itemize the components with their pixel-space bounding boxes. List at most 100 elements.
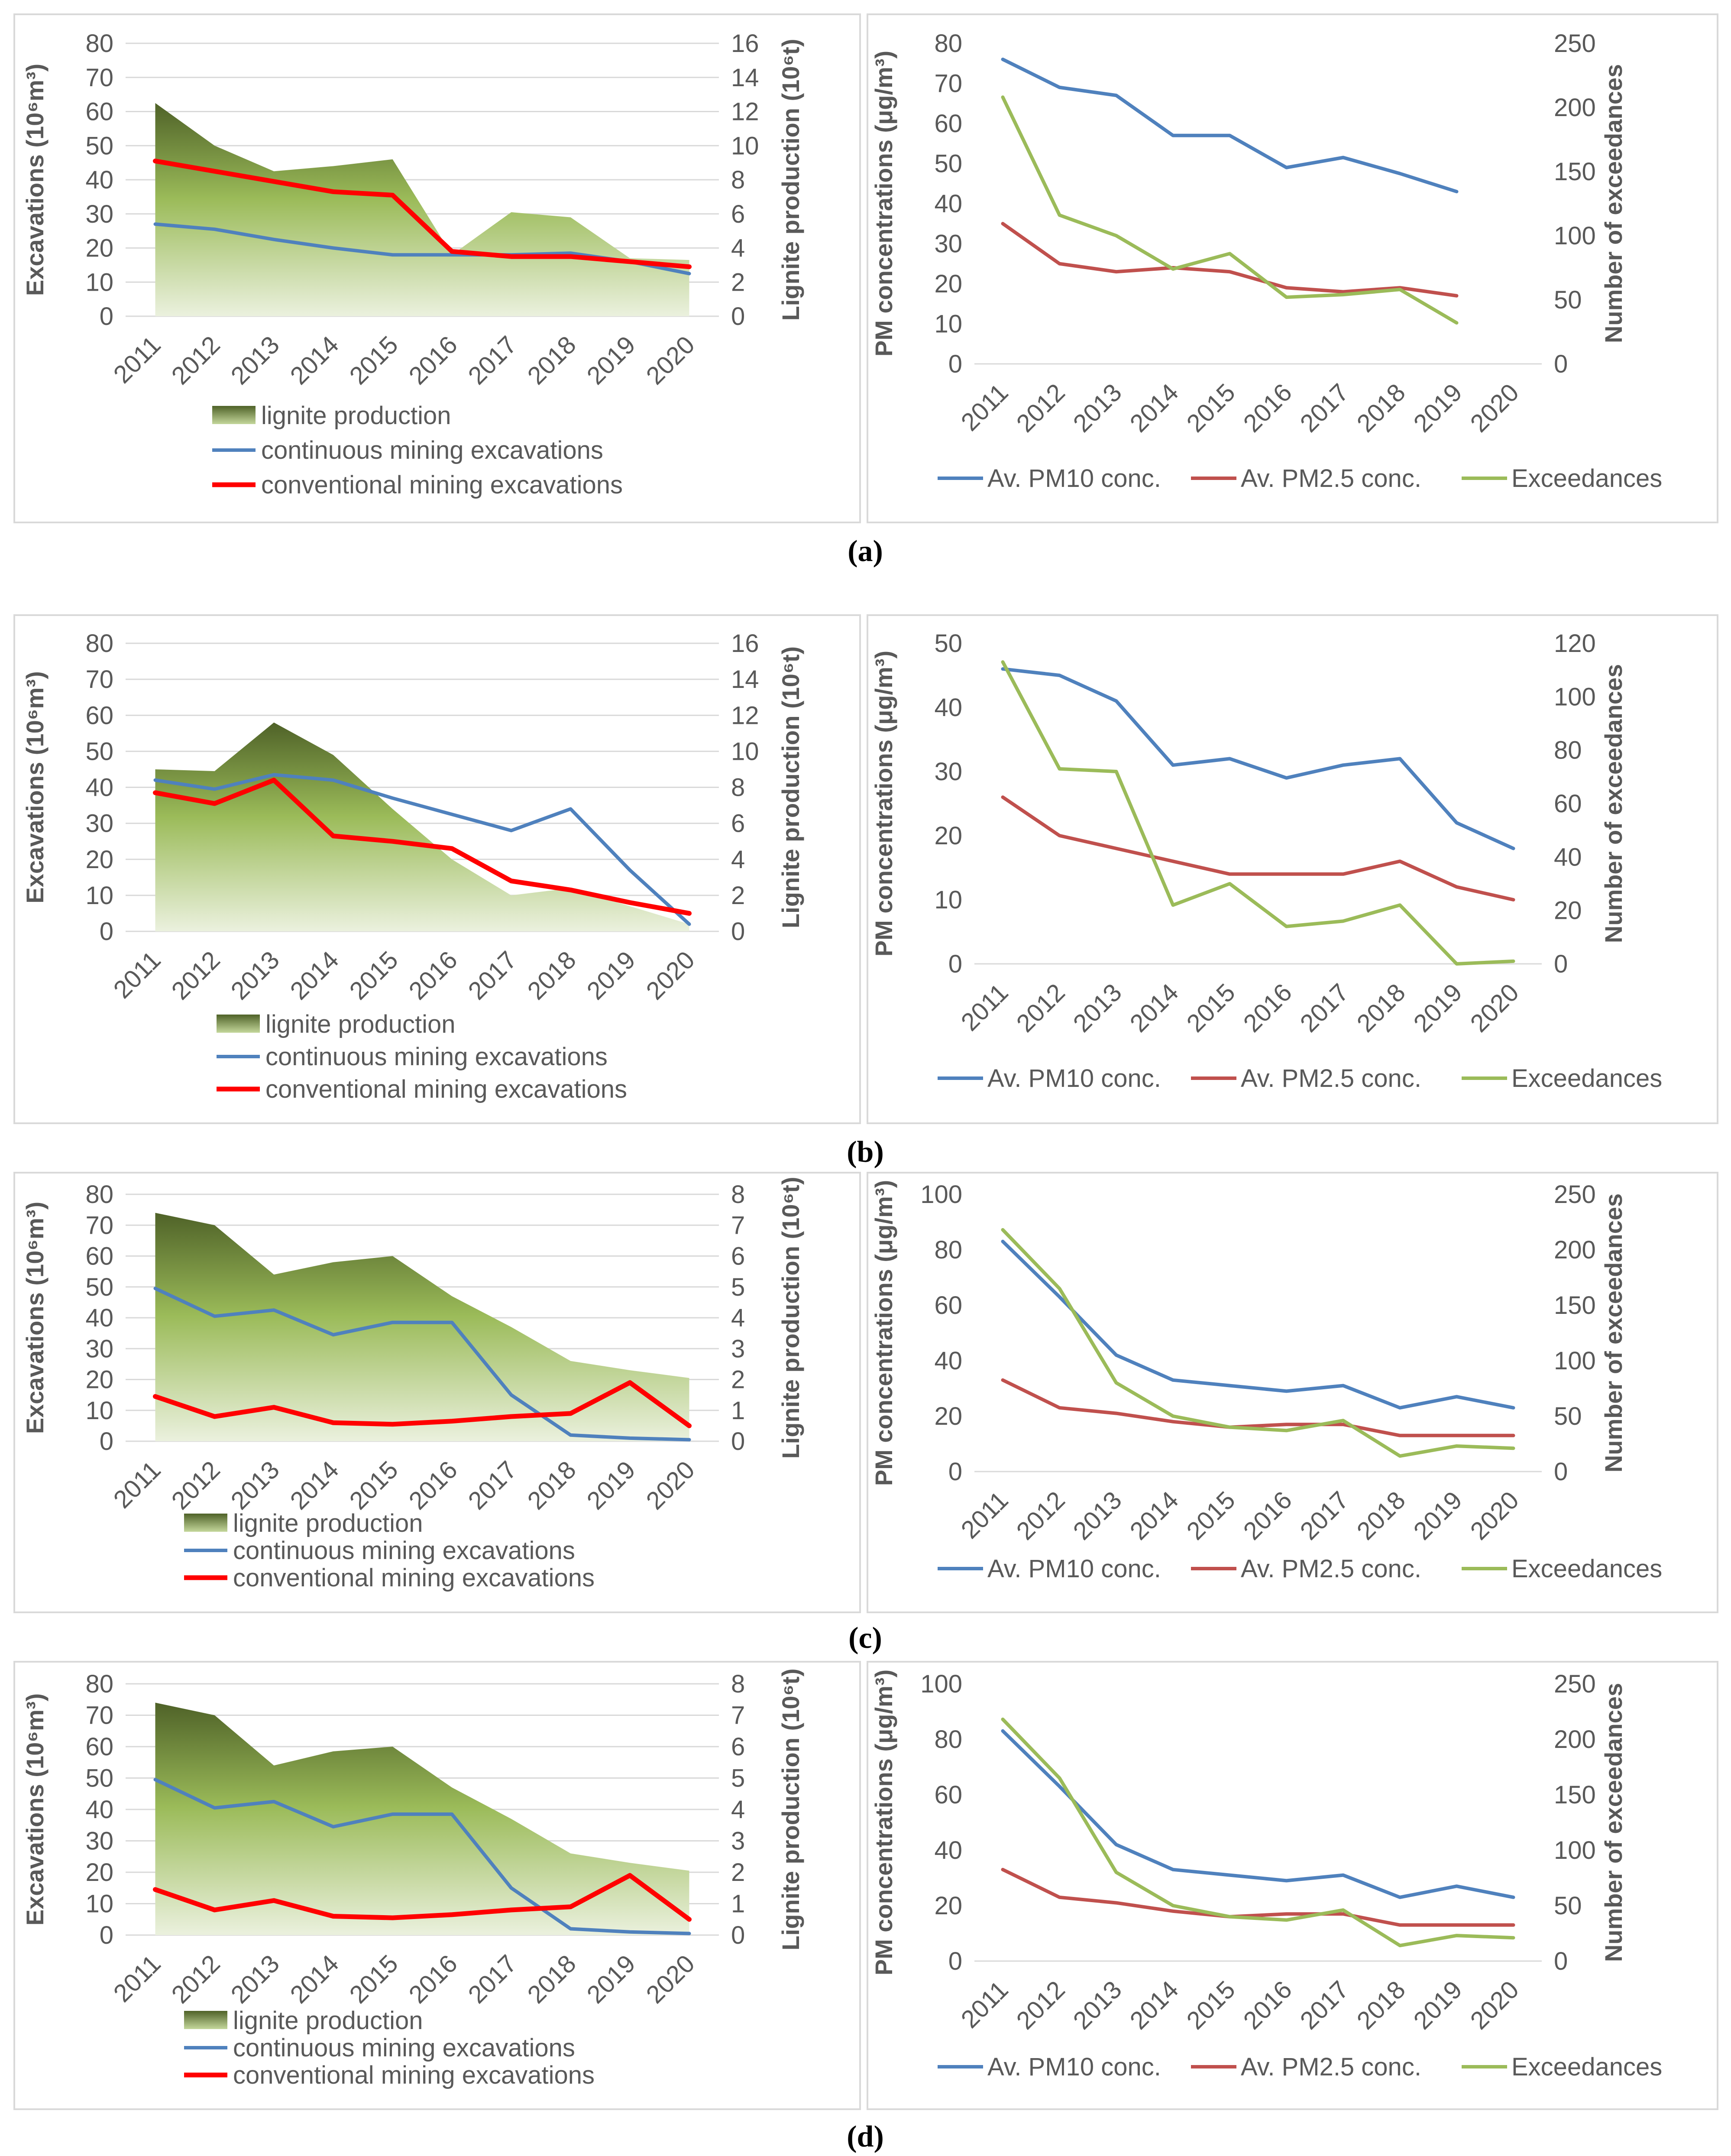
data-point: [1513, 1924, 1514, 1926]
data-point: [1229, 883, 1230, 884]
y-tick-label: 60: [85, 1242, 113, 1271]
data-point: [1343, 1385, 1344, 1386]
data-point: [214, 803, 215, 804]
data-point: [214, 171, 215, 172]
data-point: [1343, 1874, 1344, 1876]
data-point: [1456, 1935, 1457, 1936]
data-point: [451, 1420, 453, 1422]
y2-axis-title: Number of exceedances: [1600, 1193, 1627, 1472]
row-label-c: (c): [848, 1621, 882, 1655]
y-tick-label: 20: [934, 1892, 962, 1920]
y-tick-label: 20: [85, 846, 113, 874]
series-line-conventional-mining-excavations: [153, 778, 692, 916]
y-tick-label: 0: [948, 1458, 962, 1486]
y-tick-label: 40: [85, 166, 113, 194]
data-point: [451, 1914, 453, 1915]
y2-tick-label: 2: [731, 882, 745, 910]
data-point: [1286, 297, 1287, 298]
y2-tick-label: 8: [731, 1180, 745, 1209]
data-point: [1059, 1777, 1060, 1779]
y-axis-title: PM concentrations (μg/m³): [870, 1180, 897, 1486]
y2-tick-label: 1: [731, 1890, 745, 1918]
legend-label: Av. PM10 conc.: [987, 2053, 1161, 2081]
legend-label: Exceedances: [1511, 1064, 1662, 1093]
legend-label: Exceedances: [1511, 464, 1662, 493]
y2-tick-label: 16: [731, 629, 759, 658]
y-axis-title: PM concentrations (μg/m³): [870, 51, 897, 357]
y2-axis-title: Number of exceedances: [1600, 664, 1627, 943]
data-point: [1116, 1844, 1117, 1845]
data-point: [333, 1826, 334, 1827]
series-line-av-pm2-5-conc-: [1001, 795, 1515, 901]
y2-tick-label: 100: [1554, 222, 1596, 250]
legend-label: continuous mining excavations: [233, 2034, 575, 2062]
data-point: [1513, 1448, 1514, 1449]
data-point: [1229, 1385, 1230, 1386]
legend-label: lignite production: [261, 402, 451, 430]
data-point: [333, 247, 334, 249]
y-tick-label: 10: [85, 1890, 113, 1918]
y-tick-label: 60: [934, 110, 962, 138]
data-point: [1059, 835, 1060, 836]
y-tick-label: 40: [934, 1347, 962, 1375]
data-point: [1172, 1416, 1174, 1417]
data-point: [1343, 294, 1344, 295]
data-point: [1456, 1435, 1457, 1436]
y-tick-label: 20: [934, 1402, 962, 1430]
data-point: [1116, 1413, 1117, 1414]
series-line-conventional-mining-excavations: [153, 159, 692, 269]
data-point: [511, 1416, 512, 1417]
data-point: [1172, 1421, 1174, 1422]
y-tick-label: 10: [85, 1397, 113, 1425]
y2-axis-title: Lignite production (10⁶t): [777, 39, 804, 321]
data-point: [1116, 1382, 1117, 1384]
data-point: [570, 256, 571, 257]
y-tick-label: 20: [85, 234, 113, 263]
data-point: [1229, 253, 1230, 254]
data-point: [1456, 191, 1457, 192]
data-point: [570, 808, 571, 810]
data-point: [1343, 1420, 1344, 1421]
data-point: [1229, 873, 1230, 875]
data-point: [1399, 173, 1401, 174]
legend-label: Exceedances: [1511, 1555, 1662, 1583]
y-tick-label: 50: [85, 737, 113, 765]
y-tick-label: 60: [85, 98, 113, 126]
data-point: [1456, 963, 1457, 964]
data-point: [1456, 886, 1457, 888]
data-point: [273, 1900, 275, 1901]
y-tick-label: 100: [920, 1670, 962, 1698]
data-point: [1343, 1913, 1344, 1915]
legend-label: conventional mining excavations: [233, 1564, 595, 1592]
data-point: [1513, 960, 1514, 962]
data-point: [689, 273, 690, 274]
y2-tick-label: 50: [1554, 1402, 1582, 1430]
y-tick-label: 50: [934, 629, 962, 658]
series-line-av-pm10-conc-: [1001, 667, 1515, 850]
y2-tick-label: 0: [1554, 350, 1568, 378]
y-tick-label: 80: [934, 29, 962, 58]
series-line-continuous-mining-excavations: [153, 773, 691, 926]
row-label-a: (a): [848, 535, 883, 568]
data-point: [1399, 861, 1401, 862]
y-tick-label: 20: [85, 1366, 113, 1394]
data-point: [689, 266, 690, 267]
y2-tick-label: 6: [731, 1242, 745, 1271]
y-axis-title: Excavations (10⁶m³): [21, 1693, 49, 1926]
data-point: [1229, 1916, 1230, 1917]
data-point: [273, 181, 275, 182]
legend-label: lignite production: [265, 1010, 456, 1038]
y2-tick-label: 3: [731, 1335, 745, 1363]
panel-a-right: 0102030405060708005010015020025020112012…: [867, 13, 1718, 523]
legend-label: continuous mining excavations: [233, 1537, 575, 1565]
y2-axis-title: Lignite production (10⁶t): [777, 1177, 804, 1459]
legend-label: conventional mining excavations: [261, 471, 623, 499]
data-point: [511, 256, 512, 257]
y-tick-label: 30: [85, 810, 113, 838]
y-axis-title: PM concentrations (μg/m³): [870, 1670, 897, 1975]
data-point: [1172, 1869, 1174, 1870]
y-tick-label: 30: [85, 1335, 113, 1363]
data-point: [273, 779, 275, 781]
y-tick-label: 40: [85, 1796, 113, 1824]
data-point: [1456, 1924, 1457, 1926]
